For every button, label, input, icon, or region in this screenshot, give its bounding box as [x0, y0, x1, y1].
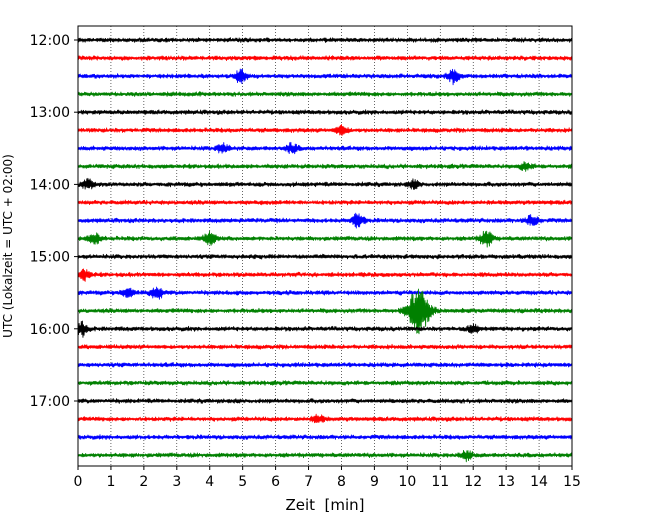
x-tick-label: 10 [398, 474, 416, 490]
seismogram-trace [77, 380, 573, 386]
x-axis-ticks: 0 1 2 3 4 5 6 7 8 9 10 11 12 13 14 15 [74, 466, 581, 490]
seismogram-trace [77, 362, 573, 368]
seismogram-trace [77, 343, 573, 350]
seismogram-trace [77, 288, 573, 335]
seismogram-trace [77, 268, 573, 282]
x-tick-label: 15 [563, 474, 581, 490]
y-tick-label: 12:00 [30, 33, 70, 49]
seismogram-trace [77, 199, 573, 206]
y-tick-label: 15:00 [30, 250, 70, 266]
y-tick-label: 16:00 [30, 322, 70, 338]
x-axis-label: Zeit [min] [285, 496, 364, 514]
x-tick-label: 4 [205, 474, 214, 490]
x-tick-label: 14 [530, 474, 548, 490]
grid-lines [110, 26, 540, 466]
seismogram-trace [77, 434, 573, 441]
seismogram-trace [77, 413, 573, 424]
seismogram-trace [77, 449, 573, 463]
x-tick-label: 7 [304, 474, 313, 490]
seismogram-trace [77, 253, 573, 260]
seismogram-trace [77, 91, 573, 97]
x-tick-label: 3 [172, 474, 181, 490]
seismogram-trace [77, 320, 573, 338]
seismogram-trace [77, 398, 573, 404]
x-tick-label: 12 [464, 474, 482, 490]
y-tick-label: 17:00 [30, 394, 70, 410]
x-tick-label: 6 [271, 474, 280, 490]
seismogram-trace [77, 212, 573, 229]
seismogram-trace [77, 55, 573, 61]
y-tick-label: 14:00 [30, 177, 70, 193]
x-tick-label: 0 [74, 474, 83, 490]
seismogram-trace [77, 230, 573, 248]
seismogram-trace [77, 161, 573, 172]
seismogram-trace [77, 286, 573, 300]
seismogram-trace [77, 68, 573, 86]
y-tick-label: 13:00 [30, 105, 70, 121]
x-tick-label: 1 [106, 474, 115, 490]
seismogram-trace [77, 141, 573, 155]
x-tick-label: 13 [497, 474, 515, 490]
seismogram-trace [77, 177, 573, 190]
seismogram-trace [77, 109, 573, 116]
x-tick-label: 11 [431, 474, 449, 490]
y-axis-label: UTC (Lokalzeit = UTC + 02:00) [1, 154, 15, 338]
plot-frame [77, 25, 573, 467]
x-tick-label: 5 [238, 474, 247, 490]
seismogram-traces [77, 37, 573, 463]
x-tick-label: 2 [139, 474, 148, 490]
x-tick-label: 9 [370, 474, 379, 490]
seismogram-trace [77, 37, 573, 43]
y-axis-ticks: 12:00 13:00 14:00 15:00 16:00 17:00 [30, 33, 78, 410]
seismogram-trace [77, 124, 573, 137]
x-tick-label: 8 [337, 474, 346, 490]
